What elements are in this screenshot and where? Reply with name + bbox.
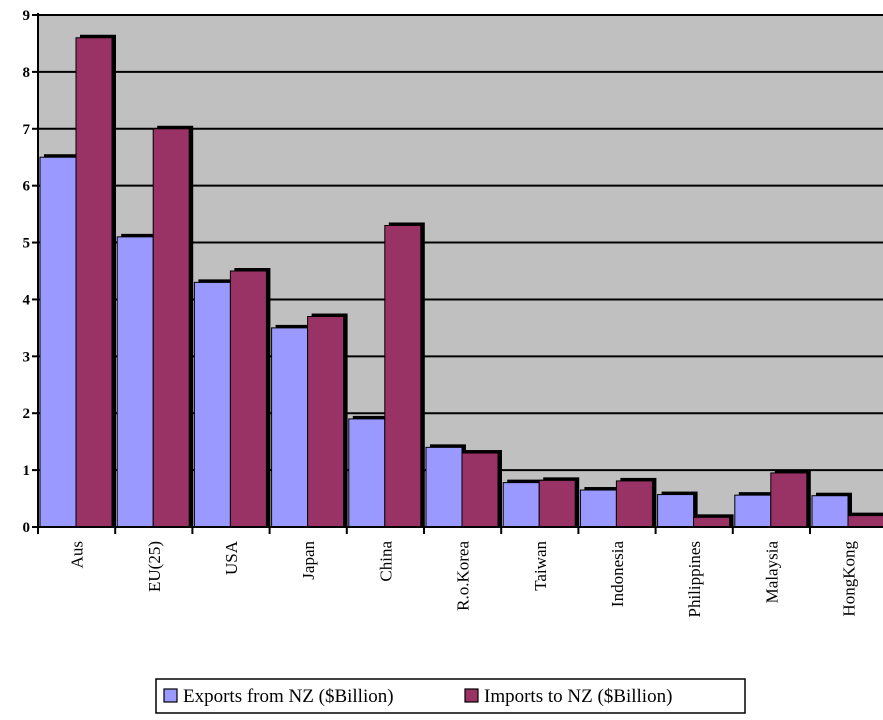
x-tick-label: Philippines (685, 541, 704, 618)
x-tick-label: USA (222, 540, 241, 575)
y-tick-label: 5 (23, 236, 31, 252)
y-tick-label: 0 (23, 520, 31, 536)
bar-imports-7 (615, 480, 653, 528)
x-tick-label: Japan (299, 541, 318, 580)
y-tick-label: 3 (23, 349, 31, 365)
y-tick-label: 1 (23, 463, 31, 479)
legend-swatch-exports (163, 688, 178, 703)
bar-imports-2 (229, 270, 267, 528)
legend: Exports from NZ ($Billion) Imports to NZ … (155, 678, 746, 714)
bar-imports-1 (152, 128, 190, 528)
legend-box (155, 678, 746, 714)
bar-imports-10 (847, 515, 883, 528)
y-axis-tick-labels: 0 1 2 3 4 5 6 7 8 9 (23, 8, 31, 536)
bar-imports-8 (693, 516, 731, 528)
x-tick-label: HongKong (840, 541, 859, 617)
legend-swatch-imports (464, 688, 479, 703)
x-tick-label: Taiwan (531, 541, 550, 591)
bar-imports-5 (461, 452, 499, 528)
x-axis-tick-labels: Aus EU(25) USA Japan China R.o.Korea Taiwan Ind… (68, 540, 859, 617)
bar-exports-7 (579, 489, 617, 528)
x-tick-label: R.o.Korea (454, 541, 473, 611)
y-tick-label: 7 (23, 122, 31, 138)
bar-imports-6 (538, 479, 576, 528)
y-tick-label: 9 (23, 8, 31, 24)
y-tick-label: 8 (23, 65, 31, 81)
bar-exports-2 (193, 281, 231, 528)
bar-imports-3 (307, 316, 345, 528)
bar-exports-9 (734, 494, 772, 528)
bar-exports-4 (348, 418, 386, 528)
y-tick-label: 2 (23, 406, 31, 422)
axes (32, 13, 883, 534)
bar-exports-5 (425, 446, 463, 528)
bar-exports-1 (116, 236, 154, 528)
y-tick-label: 6 (23, 179, 31, 195)
legend-label-exports: Exports from NZ ($Billion) (183, 686, 394, 707)
bar-imports-0 (75, 37, 113, 528)
bar-exports-8 (657, 494, 695, 528)
x-tick-label: China (376, 541, 395, 582)
x-tick-label: EU(25) (145, 541, 164, 592)
x-tick-label: Malaysia (762, 541, 781, 604)
x-tick-label: Aus (68, 541, 87, 568)
bar-exports-6 (502, 482, 540, 528)
bar-imports-4 (384, 224, 422, 528)
legend-label-imports: Imports to NZ ($Billion) (484, 686, 672, 707)
x-tick-label: Indonesia (608, 541, 627, 608)
bar-exports-10 (811, 495, 849, 528)
bar-exports-3 (271, 327, 309, 528)
y-tick-label: 4 (23, 292, 31, 308)
bar-imports-9 (770, 472, 808, 528)
bars (39, 34, 883, 528)
bar-exports-0 (39, 156, 77, 528)
